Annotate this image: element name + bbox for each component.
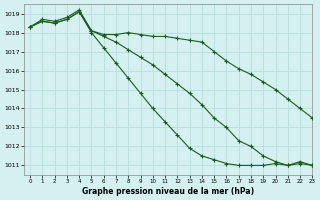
X-axis label: Graphe pression niveau de la mer (hPa): Graphe pression niveau de la mer (hPa): [82, 187, 254, 196]
